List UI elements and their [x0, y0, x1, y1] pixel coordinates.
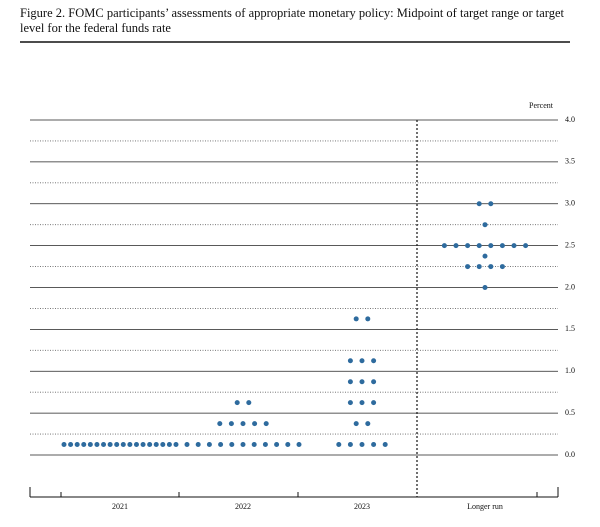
dot	[81, 442, 87, 448]
dot	[441, 243, 447, 249]
dot	[353, 421, 359, 427]
dot	[285, 442, 291, 448]
chart-title: Figure 2. FOMC participants’ assessments…	[20, 6, 564, 35]
dot	[274, 442, 280, 448]
dot	[206, 442, 212, 448]
y-tick-label: 1.0	[565, 366, 575, 375]
dot	[359, 379, 365, 385]
dot	[499, 243, 505, 249]
dot	[234, 400, 240, 406]
x-tick-label: 2023	[354, 502, 370, 511]
dot	[87, 442, 93, 448]
dot	[482, 285, 488, 290]
dot	[68, 442, 74, 448]
x-tick-label: 2021	[112, 502, 128, 511]
dot	[251, 442, 257, 448]
y-tick-label: 3.0	[565, 199, 575, 208]
dot	[365, 421, 371, 427]
dot	[482, 222, 488, 228]
dot	[195, 442, 201, 448]
dot	[240, 421, 246, 427]
dot	[353, 316, 359, 322]
dot	[173, 442, 179, 448]
dot	[365, 316, 371, 322]
title-box: Figure 2. FOMC participants’ assessments…	[20, 6, 564, 35]
dot	[359, 442, 365, 448]
dot	[107, 442, 113, 448]
dot	[140, 442, 146, 448]
dot	[94, 442, 100, 448]
dot	[371, 379, 377, 385]
x-tick-label: Longer run	[467, 502, 503, 511]
dot	[114, 442, 120, 448]
dot	[101, 442, 107, 448]
y-tick-label: 3.5	[565, 157, 575, 166]
dot	[488, 201, 494, 207]
y-tick-label: 2.5	[565, 240, 575, 249]
dot	[184, 442, 190, 448]
dot	[246, 400, 252, 406]
dot	[240, 442, 246, 448]
y-tick-label: 0.0	[565, 450, 575, 459]
x-ticks	[29, 487, 559, 497]
dot	[371, 400, 377, 406]
dot	[359, 358, 365, 364]
dot	[160, 442, 166, 448]
dot	[296, 442, 302, 448]
dot	[61, 442, 67, 448]
dot	[133, 442, 139, 448]
dot	[217, 421, 223, 427]
dot	[120, 442, 126, 448]
dot	[153, 442, 159, 448]
dot	[347, 379, 353, 385]
dot	[382, 442, 388, 448]
y-tick-label: 1.5	[565, 324, 575, 333]
dot	[482, 253, 488, 259]
y-tick-label: 2.0	[565, 282, 575, 291]
dot	[347, 400, 353, 406]
dot	[262, 442, 268, 448]
dot	[252, 421, 258, 427]
dot	[74, 442, 80, 448]
dot	[229, 442, 235, 448]
dot	[371, 358, 377, 364]
dot	[511, 243, 517, 249]
dot	[347, 358, 353, 364]
dot	[359, 400, 365, 406]
dot	[488, 243, 494, 249]
dot	[263, 421, 269, 427]
dot	[465, 264, 471, 270]
x-tick-label: 2022	[235, 502, 251, 511]
dot	[476, 264, 482, 270]
dot	[336, 442, 342, 448]
y-axis-label: Percent	[529, 101, 554, 110]
dot	[465, 243, 471, 249]
dot	[147, 442, 153, 448]
dot	[523, 243, 529, 249]
dot	[347, 442, 353, 448]
dot	[228, 421, 234, 427]
y-tick-label: 0.5	[565, 408, 575, 417]
y-tick-label: 4.0	[565, 115, 575, 124]
dot	[127, 442, 133, 448]
dot	[476, 243, 482, 249]
dot	[488, 264, 494, 270]
dot	[218, 442, 224, 448]
dot	[476, 201, 482, 207]
dot	[453, 243, 459, 249]
dot	[499, 264, 505, 270]
dot	[166, 442, 172, 448]
dot	[371, 442, 377, 448]
